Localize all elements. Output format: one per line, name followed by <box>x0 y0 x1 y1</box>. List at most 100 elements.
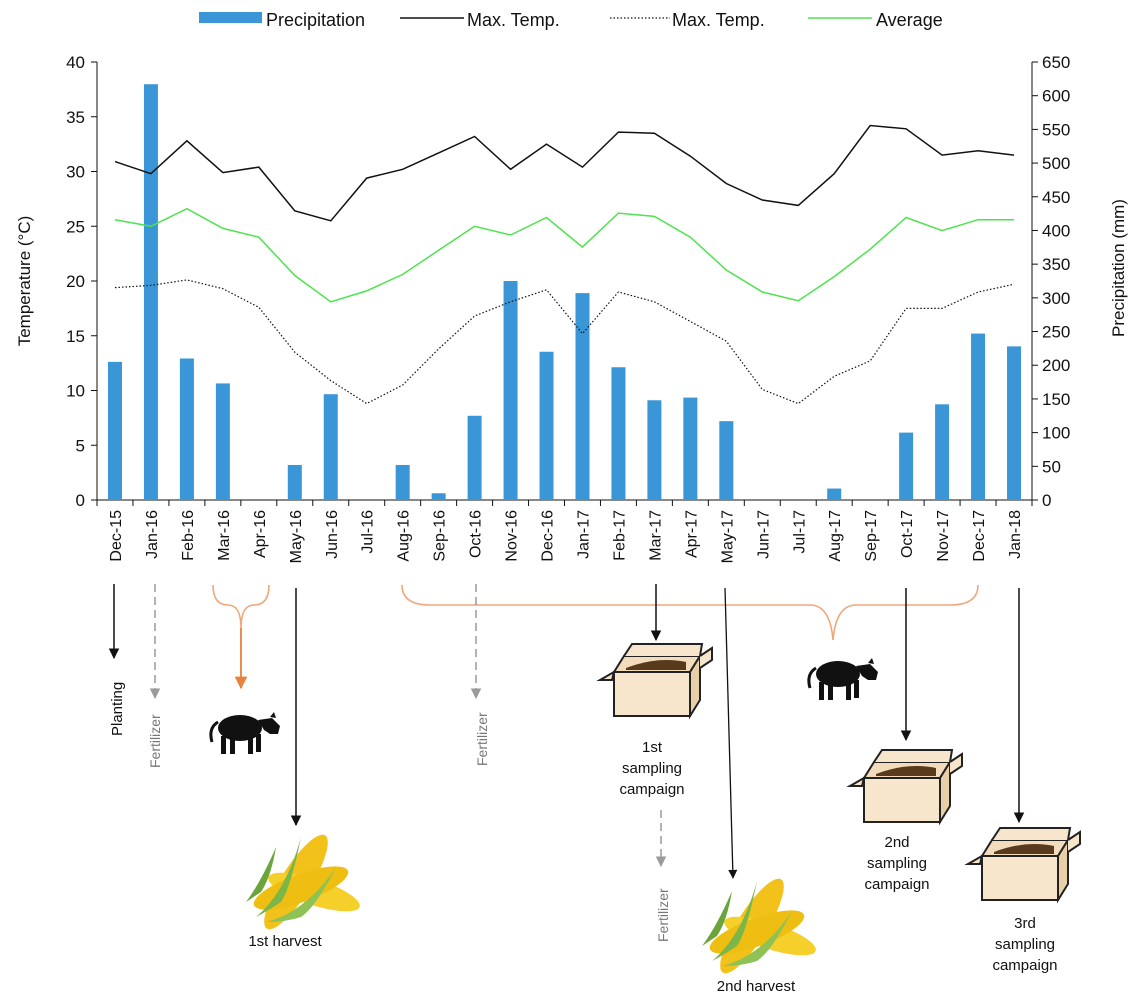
left-tick-label: 10 <box>66 382 85 401</box>
x-tick-label: Jan-17 <box>575 510 592 559</box>
x-tick-label: Nov-16 <box>504 510 521 562</box>
x-tick-label: Sep-17 <box>863 510 880 562</box>
sampling-label-3a: 3rd <box>1014 915 1036 932</box>
right-tick-label: 600 <box>1042 87 1070 106</box>
precipitation-bar <box>467 415 482 500</box>
right-tick-label: 150 <box>1042 390 1070 409</box>
precipitation-bar <box>575 293 590 500</box>
sampling-label-3b: sampling <box>995 936 1055 953</box>
sampling-label-2a: 2nd <box>884 834 909 851</box>
right-tick-label: 550 <box>1042 120 1070 139</box>
cow-icon <box>807 656 880 702</box>
left-tick-label: 35 <box>66 108 85 127</box>
x-tick-label: Feb-17 <box>611 510 628 561</box>
cow-icon <box>209 710 282 756</box>
x-tick-label: Apr-17 <box>683 510 700 558</box>
average-temp-line <box>114 207 1014 303</box>
right-tick-label: 400 <box>1042 221 1070 240</box>
left-tick-label: 20 <box>66 272 85 291</box>
x-tick-label: Dec-16 <box>540 510 557 562</box>
legend-label-max-temp: Max. Temp. <box>467 10 560 30</box>
right-tick-label: 450 <box>1042 188 1070 207</box>
soil-box-icon <box>967 827 1081 901</box>
x-tick-label: May-17 <box>719 510 736 563</box>
x-tick-label: Oct-17 <box>899 510 916 558</box>
sampling-label-3c: campaign <box>992 957 1057 974</box>
right-tick-label: 250 <box>1042 323 1070 342</box>
x-tick-label: Oct-16 <box>468 510 485 558</box>
x-tick-label: Aug-17 <box>827 510 844 562</box>
max-temp-line <box>114 124 1015 222</box>
corn-icon <box>246 827 364 937</box>
right-tick-label: 0 <box>1042 491 1051 510</box>
precipitation-bar <box>287 464 302 500</box>
precipitation-bar <box>827 488 842 500</box>
precipitation-bar <box>719 421 734 500</box>
left-tick-label: 25 <box>66 217 85 236</box>
x-tick-label: Dec-17 <box>971 510 988 562</box>
legend-label-average: Average <box>876 10 943 30</box>
x-tick-label: Jul-17 <box>791 510 808 554</box>
precipitation-bar <box>107 361 122 500</box>
sampling-label-2c: campaign <box>864 876 929 893</box>
precipitation-bar <box>611 367 626 500</box>
left-tick-label: 0 <box>76 491 85 510</box>
left-tick-label: 40 <box>66 53 85 72</box>
x-tick-label: Jan-16 <box>144 510 161 559</box>
fertilizer-label-1: Fertilizer <box>147 714 163 768</box>
right-tick-label: 300 <box>1042 289 1070 308</box>
precipitation-bar <box>215 383 230 500</box>
right-tick-label: 500 <box>1042 154 1070 173</box>
precipitation-bar <box>395 464 410 500</box>
corn-icon <box>702 871 820 981</box>
harvest-label-1: 1st harvest <box>248 933 322 950</box>
precipitation-bar <box>143 84 158 500</box>
legend-label-min-temp: Max. Temp. <box>672 10 765 30</box>
grazing-bracket-1 <box>212 584 270 629</box>
left-tick-label: 30 <box>66 163 85 182</box>
right-tick-label: 200 <box>1042 356 1070 375</box>
precipitation-bar <box>431 493 446 500</box>
right-axis-title: Precipitation (mm) <box>1109 199 1128 337</box>
right-tick-label: 50 <box>1042 457 1061 476</box>
x-tick-label: Sep-16 <box>432 510 449 562</box>
right-tick-label: 100 <box>1042 424 1070 443</box>
right-tick-label: 650 <box>1042 53 1070 72</box>
precipitation-bar <box>539 351 554 500</box>
left-tick-label: 15 <box>66 327 85 346</box>
fertilizer-label-3: Fertilizer <box>655 888 671 942</box>
precipitation-bar <box>971 333 986 500</box>
x-tick-label: May-16 <box>288 510 305 563</box>
left-tick-label: 5 <box>76 436 85 455</box>
x-tick-label: Jul-16 <box>360 510 377 554</box>
precipitation-bars <box>107 84 1022 500</box>
temperature-lines <box>114 124 1015 405</box>
sampling-label-2b: sampling <box>867 855 927 872</box>
precipitation-bar <box>503 281 518 500</box>
annotations: Planting Fertilizer 1st harvest Fertiliz… <box>108 584 1081 995</box>
left-axis-title: Temperature (°C) <box>15 216 34 347</box>
legend: Precipitation Max. Temp. Max. Temp. Aver… <box>199 10 943 30</box>
min-temp-line <box>114 279 1015 405</box>
x-tick-label: Mar-16 <box>216 510 233 561</box>
right-axis-ticks: 0 50 100 150 200 250 300 350 400 450 500 550 600 650 <box>1032 53 1070 510</box>
soil-box-icon <box>849 749 963 823</box>
x-tick-label: Feb-16 <box>180 510 197 561</box>
planting-label: Planting <box>109 682 126 736</box>
precipitation-bar <box>1007 346 1022 500</box>
soil-box-icon <box>599 643 713 717</box>
precipitation-bar <box>899 432 914 500</box>
x-tick-label: Aug-16 <box>396 510 413 562</box>
x-tick-label: Nov-17 <box>935 510 952 562</box>
x-tick-label: Mar-17 <box>647 510 664 561</box>
precipitation-bar <box>935 404 950 500</box>
x-tick-label: Jun-17 <box>755 510 772 559</box>
legend-label-precipitation: Precipitation <box>266 10 365 30</box>
harvest-arrow-2 <box>724 587 738 879</box>
precipitation-bar <box>683 397 698 500</box>
precipitation-bar <box>323 394 338 500</box>
precipitation-bar <box>647 400 662 500</box>
legend-swatch-precipitation <box>199 12 262 23</box>
